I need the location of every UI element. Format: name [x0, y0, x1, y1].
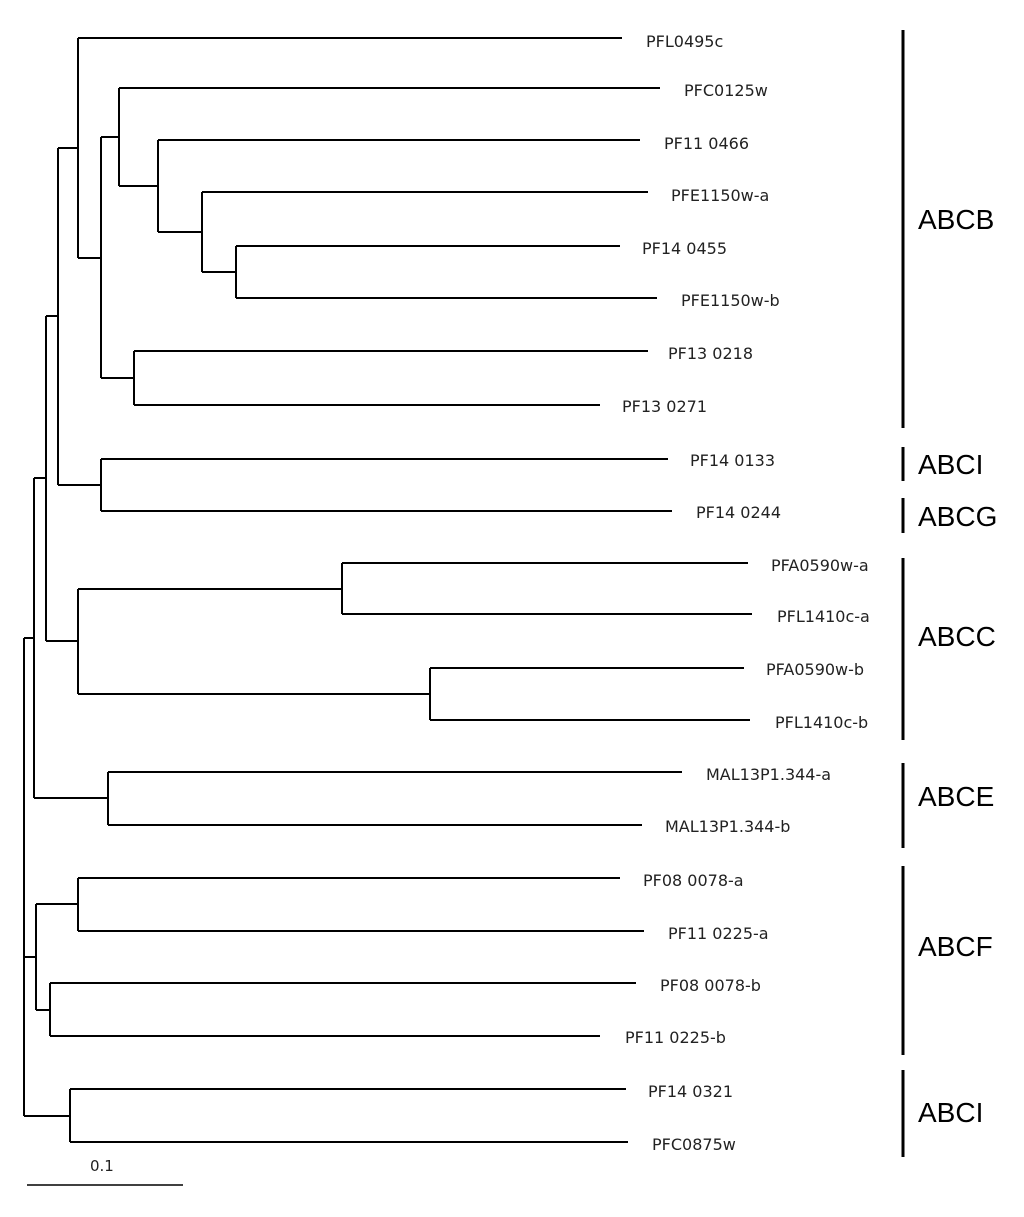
leaf-label-mal13p1-344-a: MAL13P1.344-a — [706, 765, 831, 784]
leaf-label-pfc0875w: PFC0875w — [652, 1135, 736, 1154]
leaf-label-mal13p1-344-b: MAL13P1.344-b — [665, 817, 790, 836]
group-label-abci-1: ABCI — [918, 449, 983, 480]
leaf-label-pf14-0244: PF14 0244 — [696, 503, 781, 522]
leaf-label-pfl0495c: PFL0495c — [646, 32, 723, 51]
leaf-label-pfa0590w-a: PFA0590w-a — [771, 556, 869, 575]
group-label-abcb: ABCB — [918, 204, 994, 235]
leaf-label-pf13-0218: PF13 0218 — [668, 344, 753, 363]
tree-branches — [23, 37, 752, 1143]
leaf-labels: PFL0495c PFC0125w PF11 0466 PFE1150w-a P… — [622, 32, 870, 1154]
group-label-abci-2: ABCI — [918, 1097, 983, 1128]
group-label-abce: ABCE — [918, 781, 994, 812]
leaf-label-pf11-0225-b: PF11 0225-b — [625, 1028, 726, 1047]
leaf-label-pf14-0455: PF14 0455 — [642, 239, 727, 258]
leaf-label-pf11-0225-a: PF11 0225-a — [668, 924, 769, 943]
leaf-label-pfl1410c-b: PFL1410c-b — [775, 713, 868, 732]
leaf-label-pfe1150w-b: PFE1150w-b — [681, 291, 780, 310]
leaf-label-pf14-0133: PF14 0133 — [690, 451, 775, 470]
leaf-label-pf11-0466: PF11 0466 — [664, 134, 749, 153]
leaf-label-pf13-0271: PF13 0271 — [622, 397, 707, 416]
scale-bar: 0.1 — [27, 1157, 183, 1186]
leaf-label-pf08-0078-a: PF08 0078-a — [643, 871, 744, 890]
leaf-label-pfc0125w: PFC0125w — [684, 81, 768, 100]
scale-bar-label: 0.1 — [90, 1157, 114, 1175]
leaf-label-pfe1150w-a: PFE1150w-a — [671, 186, 769, 205]
group-label-abcc: ABCC — [918, 621, 996, 652]
leaf-label-pf08-0078-b: PF08 0078-b — [660, 976, 761, 995]
leaf-label-pfa0590w-b: PFA0590w-b — [766, 660, 864, 679]
leaf-label-pf14-0321: PF14 0321 — [648, 1082, 733, 1101]
group-label-abcf: ABCF — [918, 931, 993, 962]
group-label-abcg: ABCG — [918, 501, 997, 532]
leaf-label-pfl1410c-a: PFL1410c-a — [777, 607, 870, 626]
group-labels: ABCB ABCI ABCG ABCC ABCE ABCF ABCI — [918, 204, 997, 1128]
